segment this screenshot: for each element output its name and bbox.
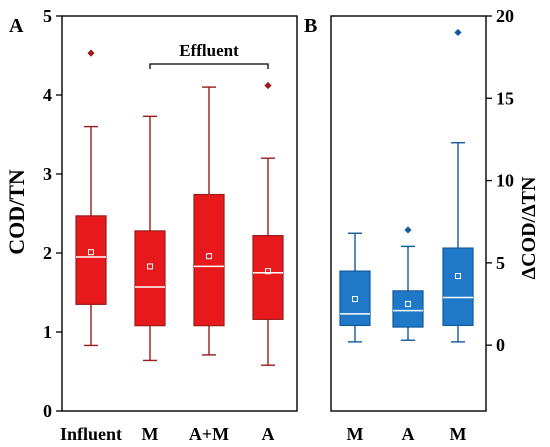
iqr-box xyxy=(339,270,371,327)
mean-marker xyxy=(265,268,271,275)
box-a xyxy=(392,226,424,341)
panel-b: B ΔCOD/ΔTN 0 5 10 15 20 M A M xyxy=(304,6,540,444)
category-label: A xyxy=(262,424,275,444)
panel-b-frame xyxy=(330,15,487,412)
box-a-m xyxy=(193,86,225,356)
y-tick-label: 5 xyxy=(496,253,505,273)
box-m xyxy=(134,115,166,362)
y-tick-label: 15 xyxy=(496,88,514,108)
mean-marker xyxy=(352,296,358,303)
iqr-box xyxy=(252,235,284,320)
category-label: M xyxy=(347,424,364,444)
y-tick-label: 20 xyxy=(496,6,514,26)
category-label: M xyxy=(450,424,467,444)
iqr-box xyxy=(193,193,225,327)
mean-marker xyxy=(147,263,153,270)
panel-a-label: A xyxy=(9,15,24,37)
box-m xyxy=(339,232,371,343)
iqr-box xyxy=(134,230,166,327)
mean-marker xyxy=(88,249,94,256)
y-tick-label: 10 xyxy=(496,171,514,191)
category-label: M xyxy=(142,424,159,444)
y-tick-label: 0 xyxy=(43,401,52,421)
mean-marker xyxy=(405,301,411,308)
category-label: A+M xyxy=(189,424,229,444)
y-tick-label: 2 xyxy=(43,243,52,263)
effluent-bracket-label: Effluent xyxy=(179,41,239,60)
panel-b-label: B xyxy=(304,15,317,37)
outlier-point xyxy=(87,49,95,57)
y-tick-label: 5 xyxy=(43,6,52,26)
y-tick-label: 0 xyxy=(496,335,505,355)
iqr-box xyxy=(442,247,474,327)
y-tick-label: 4 xyxy=(43,85,52,105)
box-a xyxy=(252,81,284,366)
y-tick-label: 3 xyxy=(43,164,52,184)
mean-marker xyxy=(455,273,461,280)
y-tick-label: 1 xyxy=(43,322,52,342)
box-m xyxy=(442,28,474,343)
panel-a-ylabel: COD/TN xyxy=(4,169,29,255)
panel-b-ylabel: ΔCOD/ΔTN xyxy=(518,176,540,279)
outlier-point xyxy=(404,226,412,234)
effluent-bracket: Effluent xyxy=(149,41,269,69)
panel-a-frame xyxy=(61,15,298,412)
category-label: A xyxy=(402,424,415,444)
box-influent xyxy=(75,49,107,347)
outlier-point xyxy=(264,81,272,90)
category-label: Influent xyxy=(60,424,122,444)
iqr-box xyxy=(75,215,107,305)
iqr-box xyxy=(392,290,424,328)
mean-marker xyxy=(206,253,212,260)
outlier-point xyxy=(454,28,462,37)
panel-a: A COD/TN 0 1 2 3 4 5 Influent M A+M A Effluent xyxy=(4,6,298,444)
